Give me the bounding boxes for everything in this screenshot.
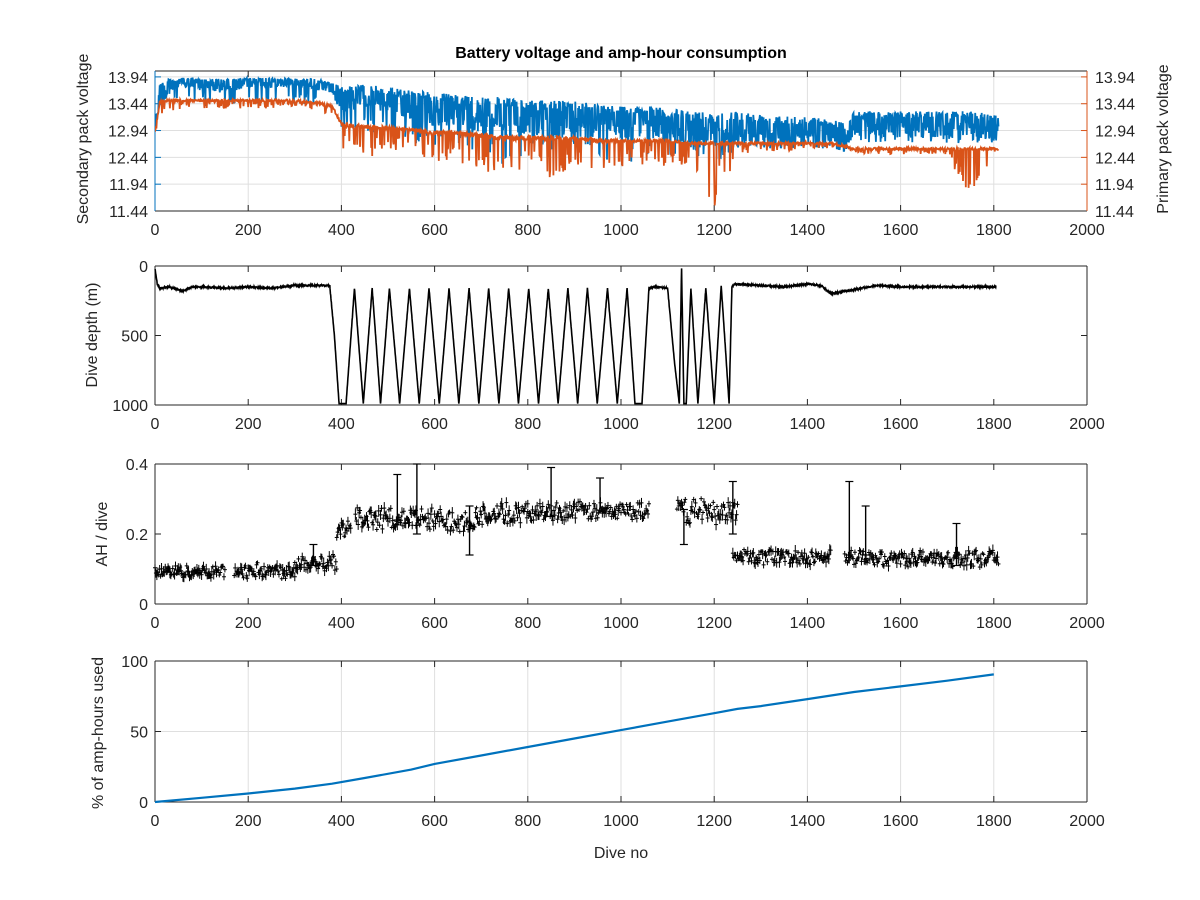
x-tick-label: 800 <box>514 416 541 433</box>
primary-voltage-line <box>155 96 1000 206</box>
x-tick-label: 1000 <box>603 615 639 632</box>
x-tick-label: 2000 <box>1069 416 1105 433</box>
y-tick-label-right: 11.44 <box>1095 204 1134 221</box>
x-tick-label: 400 <box>328 615 355 632</box>
x-tick-label: 1800 <box>976 615 1012 632</box>
x-tick-label: 600 <box>421 813 448 830</box>
y-tick-label: 0 <box>139 597 148 614</box>
x-tick-label: 0 <box>151 615 160 632</box>
amp-hours-used-panel: 0 200 400 600 800 1000 1200 1400 1600 1800 2000 0 50… <box>121 654 1105 830</box>
y-axis-label-primary: Primary pack voltage <box>1155 64 1172 213</box>
y-axis-label-pct: % of amp-hours used <box>90 657 107 809</box>
x-tick-label: 2000 <box>1069 813 1105 830</box>
y-tick-label: 50 <box>130 725 148 742</box>
y-tick-label: 13.94 <box>108 70 148 87</box>
amp-hours-per-dive-panel: 0 200 400 600 800 1000 1200 1400 1600 1800 2000 0 0.… <box>126 457 1105 632</box>
x-tick-label: 0 <box>151 416 160 433</box>
x-tick-label: 2000 <box>1069 222 1105 239</box>
x-tick-label: 200 <box>235 813 262 830</box>
x-tick-label: 1200 <box>696 416 732 433</box>
y-tick-label: 1000 <box>112 398 148 415</box>
x-tick-label: 2000 <box>1069 615 1105 632</box>
x-tick-label: 600 <box>421 416 448 433</box>
x-tick-label: 200 <box>235 416 262 433</box>
y-tick-label-right: 13.94 <box>1095 70 1135 87</box>
x-tick-label: 1800 <box>976 813 1012 830</box>
x-tick-label: 1200 <box>696 615 732 632</box>
x-tick-label: 1400 <box>790 615 826 632</box>
x-tick-label: 1400 <box>790 813 826 830</box>
x-tick-label: 1600 <box>883 416 919 433</box>
y-axis-label-secondary: Secondary pack voltage <box>75 54 92 225</box>
dive-depth-panel: 0 200 400 600 800 1000 1200 1400 1600 1800 2000 0 50… <box>112 259 1104 433</box>
x-tick-label: 1400 <box>790 416 826 433</box>
x-tick-label: 1400 <box>790 222 826 239</box>
y-tick-label: 13.44 <box>108 97 148 114</box>
y-axis-label-depth: Dive depth (m) <box>84 283 101 388</box>
y-tick-label: 12.44 <box>108 150 148 167</box>
y-tick-label: 0 <box>139 795 148 812</box>
x-tick-label: 1000 <box>603 222 639 239</box>
y-axis-label-ah: AH / dive <box>94 501 111 566</box>
y-tick-label-right: 12.94 <box>1095 124 1135 141</box>
x-tick-label: 1000 <box>603 416 639 433</box>
x-tick-label: 1200 <box>696 222 732 239</box>
y-tick-label-right: 12.44 <box>1095 150 1135 167</box>
y-tick-label: 11.44 <box>109 204 148 221</box>
x-tick-label: 0 <box>151 222 160 239</box>
amp-hours-used-line <box>154 673 994 804</box>
x-tick-label: 200 <box>235 222 262 239</box>
x-tick-label: 1600 <box>883 222 919 239</box>
y-tick-label: 500 <box>121 329 148 346</box>
y-tick-label: 0.4 <box>126 457 148 474</box>
x-tick-label: 800 <box>514 222 541 239</box>
secondary-voltage-line <box>155 74 1000 165</box>
x-tick-label: 400 <box>328 416 355 433</box>
x-tick-label: 1200 <box>696 813 732 830</box>
y-tick-label: 12.94 <box>108 124 148 141</box>
x-tick-label: 0 <box>151 813 160 830</box>
x-tick-label: 400 <box>328 813 355 830</box>
y-tick-label-right: 11.94 <box>1095 177 1134 194</box>
y-tick-label: 0 <box>139 259 148 276</box>
x-tick-label: 800 <box>514 813 541 830</box>
x-tick-label: 400 <box>328 222 355 239</box>
x-tick-label: 1600 <box>883 813 919 830</box>
voltage-panel: 0 200 400 600 800 1000 1200 1400 1600 1800 200011.… <box>108 70 1135 239</box>
x-tick-label: 600 <box>421 222 448 239</box>
y-tick-label: 0.2 <box>126 527 148 544</box>
y-tick-label-right: 13.44 <box>1095 97 1135 114</box>
x-tick-label: 1800 <box>976 416 1012 433</box>
x-axis-label: Dive no <box>594 845 648 862</box>
x-tick-label: 600 <box>421 615 448 632</box>
x-tick-label: 200 <box>235 615 262 632</box>
chart-title: Battery voltage and amp-hour consumption <box>455 45 787 62</box>
x-tick-label: 1600 <box>883 615 919 632</box>
x-tick-label: 1800 <box>976 222 1012 239</box>
x-tick-label: 1000 <box>603 813 639 830</box>
dive-depth-line <box>154 268 997 405</box>
x-tick-label: 800 <box>514 615 541 632</box>
y-tick-label: 11.94 <box>109 177 148 194</box>
y-tick-label: 100 <box>121 654 148 671</box>
